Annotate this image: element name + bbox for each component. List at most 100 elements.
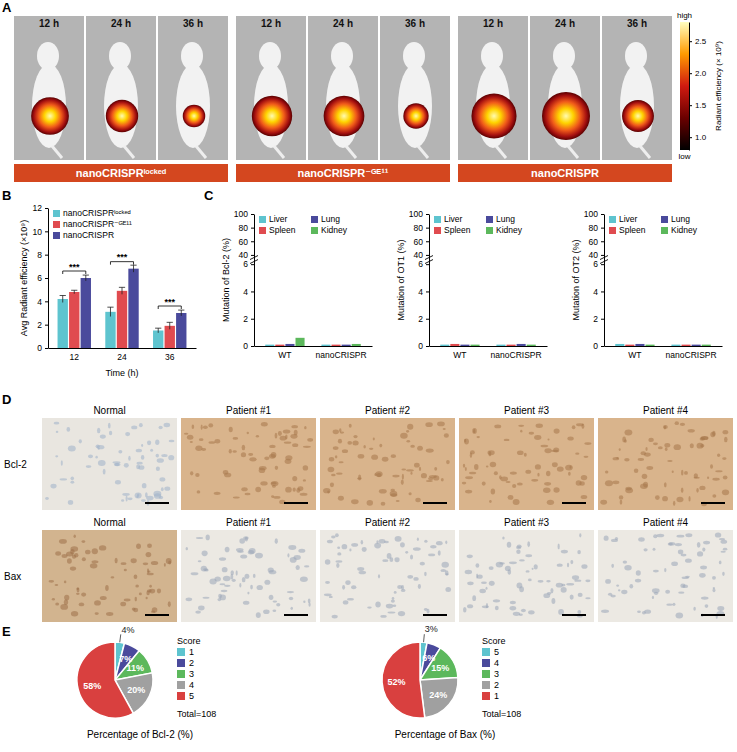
axis-title-line: Mutation of Bcl-2 (%) — [221, 238, 231, 322]
panel-label: E — [2, 624, 11, 639]
legend-swatch — [609, 216, 616, 223]
error-bar — [62, 296, 63, 303]
ihc-texture — [242, 445, 246, 451]
bar — [295, 338, 304, 346]
ihc-texture — [79, 603, 85, 607]
ihc-texture — [146, 496, 153, 501]
ihc-texture — [77, 587, 80, 592]
ihc-texture — [96, 444, 100, 448]
legend-label: Lung — [496, 214, 515, 224]
ihc-texture — [169, 440, 175, 443]
ihc-texture — [666, 604, 672, 606]
error-bar — [133, 265, 134, 272]
ihc-texture — [717, 454, 720, 457]
image-frame — [308, 16, 378, 160]
ihc-texture — [164, 423, 171, 427]
ihc-texture — [375, 471, 382, 477]
ihc-texture — [70, 481, 74, 484]
axis-break — [600, 260, 608, 264]
ihc-texture — [64, 580, 66, 583]
ihc-texture — [394, 557, 399, 562]
error-bar — [85, 275, 86, 281]
ihc-texture — [98, 448, 100, 450]
tick-label: 0 — [37, 343, 42, 353]
ihc-image — [459, 418, 594, 510]
ihc-texture — [485, 587, 487, 590]
ihc-texture — [565, 465, 573, 471]
tick-mark — [601, 255, 604, 256]
tick: 100 — [409, 209, 429, 219]
tick: 10 — [33, 227, 48, 237]
ihc-texture — [387, 553, 392, 559]
x-axis-line — [49, 348, 197, 349]
scale-bar — [145, 502, 169, 504]
bar-chart: 024681012122436nanoCRISPRˡᵒᶜᵏᵉᵈnanoCRISP… — [19, 203, 196, 378]
ihc-texture — [413, 547, 421, 551]
ihc-texture — [653, 442, 658, 445]
x-axis-line — [605, 346, 723, 347]
legend-swatch — [482, 670, 490, 678]
ihc-texture — [521, 609, 526, 613]
ihc-texture — [406, 440, 410, 443]
tick: 2 — [243, 314, 254, 324]
ihc-texture — [296, 488, 300, 493]
ihc-texture — [159, 426, 163, 429]
ihc-texture — [534, 564, 538, 569]
ihc-texture — [653, 570, 659, 573]
y-axis: 0246406080100 — [584, 209, 605, 351]
ihc-texture — [644, 548, 648, 551]
tick: nanoCRISPR — [491, 346, 542, 360]
ihc-texture — [159, 477, 165, 481]
ihc-texture — [245, 574, 250, 579]
legend-label: Liver — [269, 214, 288, 224]
fluorescence-signal — [252, 96, 292, 136]
ihc-texture — [653, 534, 657, 538]
tick-label: 4 — [37, 297, 42, 307]
error-bar — [181, 310, 182, 316]
ihc-texture — [55, 551, 61, 556]
ihc-texture — [675, 421, 679, 425]
ihc-texture — [273, 496, 280, 499]
ihc-texture — [567, 563, 569, 567]
ihc-texture — [308, 599, 311, 604]
tick-label: 60 — [414, 237, 424, 247]
error-bar — [74, 290, 75, 294]
tick-mark — [426, 241, 429, 242]
ihc-texture — [544, 448, 551, 453]
ihc-texture — [470, 452, 472, 458]
leader-line — [423, 634, 425, 642]
ihc-texture — [474, 464, 478, 470]
figure: ABCDE12 h24 h36 hnanoCRISPRˡᵒᶜᵏᵉᵈ12 h24 … — [0, 0, 737, 752]
ihc-texture — [417, 538, 419, 541]
legend-swatch — [434, 216, 441, 223]
ihc-texture — [198, 606, 205, 611]
tick-mark — [426, 319, 429, 320]
ihc-texture — [524, 453, 527, 457]
fluorescence-signal — [622, 100, 654, 132]
ihc-texture — [137, 462, 143, 465]
tick-mark — [45, 278, 48, 279]
ihc-texture — [214, 492, 221, 495]
ihc-texture — [98, 460, 106, 466]
x-axis: WTnanoCRISPR — [255, 346, 373, 360]
tick-mark — [426, 291, 429, 292]
ihc-texture — [203, 568, 208, 571]
ihc-texture — [581, 564, 587, 569]
tick-mark — [251, 346, 254, 347]
tick-label: 80 — [589, 223, 599, 233]
ihc-texture — [64, 599, 68, 604]
tick: 100 — [234, 209, 254, 219]
ihc-texture — [710, 432, 715, 437]
axis-title: Mutation of OT2 (%) — [571, 239, 581, 320]
ihc-texture — [304, 565, 309, 567]
ihc-texture — [153, 491, 161, 497]
ihc-texture — [155, 439, 159, 445]
legend-label: 3 — [189, 669, 194, 679]
ihc-texture — [307, 438, 313, 442]
tick: 80 — [239, 223, 254, 233]
ihc-texture — [198, 560, 202, 562]
tick: 6 — [243, 259, 254, 269]
ihc-texture — [506, 481, 511, 483]
ihc-texture — [70, 546, 78, 552]
ihc-texture — [512, 484, 516, 488]
